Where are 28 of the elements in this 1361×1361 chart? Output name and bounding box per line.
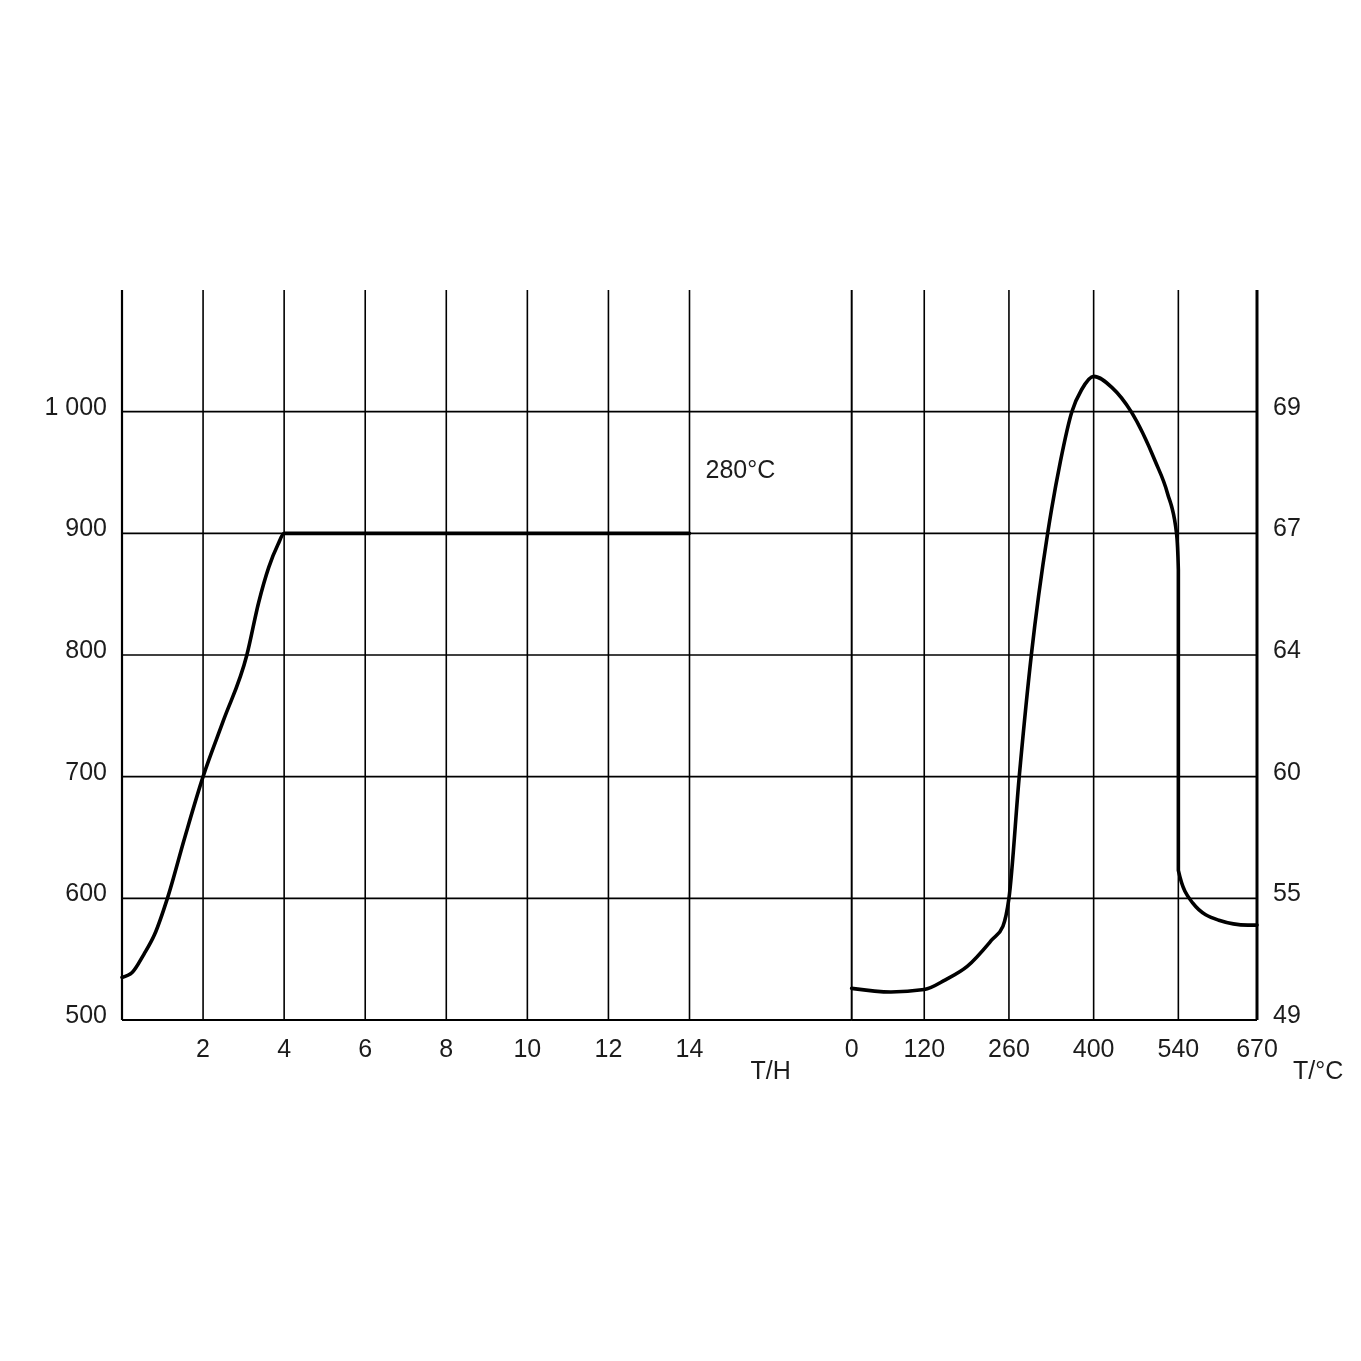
y-tick-label: 800 xyxy=(65,635,107,663)
text: 60 xyxy=(1273,756,1301,785)
x-axis-title: T/°C xyxy=(1293,1056,1344,1084)
x-tick-label: 540 xyxy=(1157,1034,1200,1062)
x-tick-label: 260 xyxy=(988,1034,1030,1062)
text: 69 xyxy=(1273,391,1301,420)
y-tick-label: 900 xyxy=(65,513,107,542)
y-tick-label: 700 xyxy=(65,756,107,785)
text: 49 xyxy=(1273,1000,1301,1028)
x-tick-label: 8 xyxy=(439,1034,454,1062)
x-axis-title: T/H xyxy=(750,1056,791,1084)
x-tick-label: 670 xyxy=(1236,1034,1278,1062)
text: 55 xyxy=(1273,878,1301,907)
x-tick-label: 4 xyxy=(277,1034,292,1062)
x-tick-label: 10 xyxy=(513,1034,542,1062)
x-tick-label: 120 xyxy=(903,1034,946,1062)
y-tick-label: 600 xyxy=(65,878,107,907)
text: 64 xyxy=(1273,635,1301,663)
text: 67 xyxy=(1273,513,1301,542)
y-tick-label: 500 xyxy=(65,1000,107,1028)
x-tick-label: 12 xyxy=(594,1034,623,1062)
x-tick-label: 6 xyxy=(358,1034,373,1062)
y-tick-label: 1 000 xyxy=(44,391,107,420)
x-tick-label: 14 xyxy=(675,1034,704,1062)
x-tick-label: 2 xyxy=(196,1034,211,1062)
annotation: 280°C xyxy=(705,454,776,483)
x-tick-label: 0 xyxy=(844,1034,859,1062)
x-tick-label: 400 xyxy=(1072,1034,1115,1062)
